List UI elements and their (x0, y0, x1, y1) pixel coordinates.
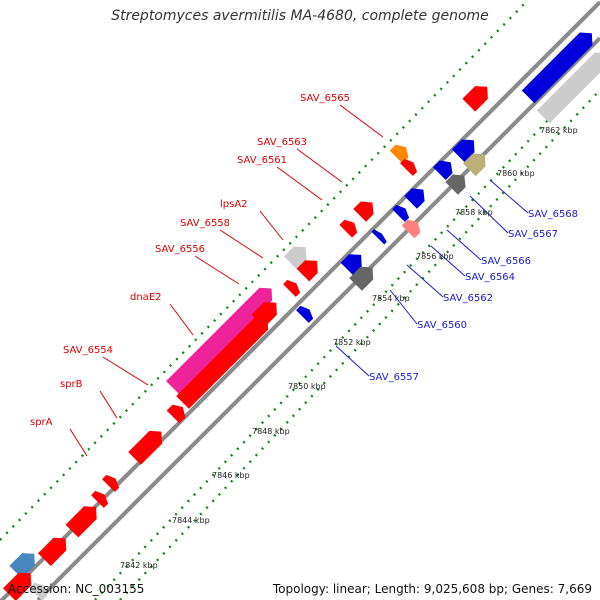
gene-label-left[interactable]: SAV_6554 (63, 345, 113, 356)
genome-summary-text: Topology: linear; Length: 9,025,608 bp; … (272, 582, 592, 596)
gene-label-left[interactable]: SAV_6563 (257, 137, 307, 148)
gene-feature-arrow[interactable] (371, 229, 387, 245)
gene-label-right[interactable]: SAV_6560 (417, 320, 467, 331)
label-leader-line (430, 245, 466, 277)
gene-feature-arrow[interactable] (102, 474, 120, 492)
scale-tick-label: 7852 kbp (333, 338, 371, 347)
gene-feature-arrow[interactable] (353, 201, 374, 222)
gene-label-left[interactable]: lpsA2 (220, 199, 248, 210)
gene-feature-arrow[interactable] (536, 52, 600, 124)
gene-label-left[interactable]: sprA (30, 417, 53, 428)
gene-label-right[interactable]: SAV_6562 (443, 293, 493, 304)
gene-feature-arrow[interactable] (166, 404, 186, 424)
gene-feature-arrow[interactable] (392, 204, 410, 222)
gene-feature-arrow[interactable] (65, 506, 97, 538)
gene-features (3, 32, 600, 600)
label-leader-line (469, 195, 509, 234)
gene-feature-arrow[interactable] (283, 246, 307, 270)
gene-feature-arrow[interactable] (401, 219, 421, 239)
gene-feature-arrow[interactable] (251, 302, 277, 328)
accession-text: Accession: NC_003155 (8, 582, 145, 596)
gene-label-left[interactable]: SAV_6565 (300, 93, 350, 104)
scale-tick-label: 7860 kbp (497, 169, 535, 178)
gene-label-left[interactable]: sprB (60, 379, 83, 390)
label-leader-line (489, 179, 529, 214)
scale-tick-label: 7854 kbp (372, 294, 410, 303)
map-title: Streptomyces avermitilis MA-4680, comple… (111, 8, 489, 24)
scale-tick-label: 7846 kbp (212, 471, 250, 480)
gene-feature-arrow[interactable] (296, 260, 318, 282)
gene-feature-arrow[interactable] (128, 430, 163, 465)
label-leader-line (339, 104, 384, 138)
gene-label-left[interactable]: dnaE2 (130, 292, 162, 303)
gene-feature-arrow[interactable] (521, 32, 593, 104)
label-leader-line (102, 356, 149, 386)
scale-tick-label: 7850 kbp (288, 382, 326, 391)
gene-labels[interactable]: SAV_6565 SAV_6563 SAV_6561 lpsA2 SAV_6558 SAV… (30, 93, 578, 457)
label-leader-line (296, 148, 343, 183)
gene-feature-arrow[interactable] (3, 572, 32, 600)
dotted-guide-line (0, 0, 529, 541)
label-leader-line (335, 345, 370, 377)
label-leader-line (219, 229, 264, 259)
gene-label-right[interactable]: SAV_6564 (465, 272, 515, 283)
label-leader-line (69, 428, 88, 457)
gene-feature-arrow[interactable] (176, 316, 269, 409)
label-leader-line (259, 210, 284, 241)
gene-feature-arrow[interactable] (38, 537, 67, 566)
gene-feature-arrow[interactable] (433, 160, 453, 181)
scale-tick-label: 7856 kbp (416, 252, 454, 261)
scale-ticks: 7842 kbp 7844 kbp 7846 kbp 7848 kbp 7850 kbp… (120, 126, 578, 570)
gene-label-right[interactable]: SAV_6566 (481, 256, 531, 267)
gene-label-right[interactable]: SAV_6557 (369, 372, 419, 383)
gene-feature-arrow[interactable] (296, 305, 314, 323)
scale-tick-label: 7862 kbp (540, 126, 578, 135)
label-leader-line (446, 229, 482, 261)
gene-feature-arrow[interactable] (29, 582, 48, 600)
gene-label-right[interactable]: SAV_6567 (508, 229, 558, 240)
label-leader-line (194, 255, 240, 285)
gene-feature-arrow[interactable] (9, 553, 35, 579)
backbone-line-lower (36, 36, 600, 600)
scale-tick-label: 7842 kbp (120, 561, 158, 570)
gene-feature-arrow[interactable] (340, 254, 362, 276)
gene-feature-arrow[interactable] (339, 219, 358, 238)
label-leader-line (406, 264, 444, 298)
label-leader-line (389, 289, 418, 325)
gene-feature-arrow[interactable] (166, 287, 273, 394)
label-leader-line (99, 390, 118, 419)
gene-label-left[interactable]: SAV_6556 (155, 244, 205, 255)
gene-feature-arrow[interactable] (404, 188, 425, 209)
label-leader-line (276, 166, 323, 201)
gene-feature-arrow[interactable] (462, 86, 488, 112)
gene-feature-arrow[interactable] (91, 490, 109, 508)
gene-feature-arrow[interactable] (400, 158, 418, 176)
gene-feature-arrow[interactable] (349, 266, 374, 291)
gene-label-left[interactable]: SAV_6561 (237, 155, 287, 166)
gene-feature-arrow[interactable] (462, 153, 486, 177)
scale-tick-label: 7844 kbp (172, 516, 210, 525)
gene-label-right[interactable]: SAV_6568 (528, 209, 578, 220)
dotted-guide-line (94, 64, 600, 600)
gene-feature-arrow[interactable] (451, 139, 475, 163)
gene-feature-arrow[interactable] (389, 144, 409, 164)
scale-tick-label: 7858 kbp (455, 208, 493, 217)
scale-tick-label: 7848 kbp (252, 427, 290, 436)
gene-feature-arrow[interactable] (283, 279, 301, 297)
label-leader-line (169, 303, 194, 336)
gene-feature-arrow[interactable] (445, 174, 466, 195)
gene-label-left[interactable]: SAV_6558 (180, 218, 230, 229)
